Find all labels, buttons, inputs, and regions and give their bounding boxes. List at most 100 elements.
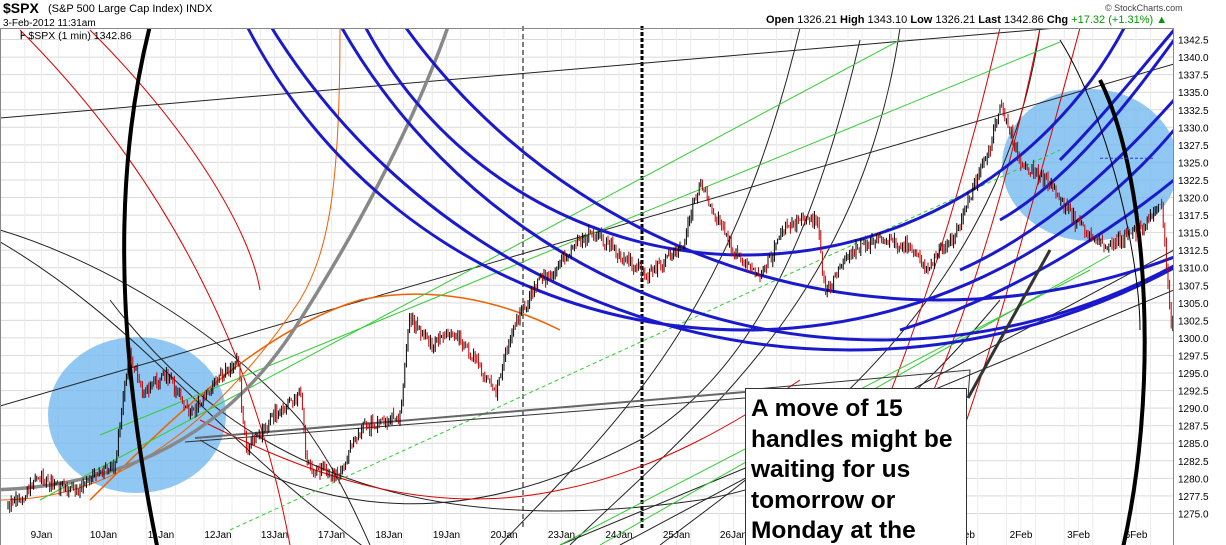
x-tick-label: 12Jan [204,530,231,541]
up-arrow-icon: ▲ [1156,14,1168,26]
y-tick-label: 1325.0 [1178,158,1209,169]
black-thick-arc-right [1098,79,1147,545]
x-tick-label: 13Jan [261,530,288,541]
series-legend: ⊦ $SPX (1 min) 1342.86 [20,30,132,42]
black-arc-left [0,241,362,545]
exchange-label: INDX [186,3,213,15]
x-tick-label: 23Jan [548,530,575,541]
black-arc-left-2 [0,229,371,545]
blue-arc-2 [246,28,1174,332]
trendline-top [0,28,1063,119]
x-tick-label: 24Jan [605,530,632,541]
trendline-channel-top [0,63,1174,407]
red-arc-left-2 [89,29,261,291]
callout-pointer-1 [966,249,1052,399]
y-tick-label: 1332.5 [1178,106,1209,117]
y-tick-label: 1290.0 [1178,404,1209,415]
y-tick-label: 1300.0 [1178,334,1209,345]
open-value: 1326.21 [797,14,837,26]
chg-value: +17.32 (+1.31%) [1071,14,1154,26]
x-tick-label: 20Jan [490,530,517,541]
blue-arc-rise-4 [1058,29,1174,162]
y-tick-label: 1305.0 [1178,299,1209,310]
y-tick-label: 1315.0 [1178,229,1209,240]
y-tick-label: 1295.0 [1178,369,1209,380]
x-tick-label: 9Jan [31,530,53,541]
y-tick-label: 1320.0 [1178,194,1209,205]
blue-arc-3 [340,28,1174,342]
y-tick-label: 1310.0 [1178,264,1209,275]
y-tick-label: 1307.5 [1178,281,1209,292]
low-value: 1326.21 [935,14,976,26]
x-tick-label: 2Feb [1010,530,1033,541]
green-channel-3 [229,149,1061,531]
callout-pointer-2 [744,369,971,399]
y-tick-label: 1275.0 [1178,509,1209,520]
plot-frame [0,28,1174,545]
y-axis: 1342.5 1340.0 1337.5 1335.0 1332.5 1330.0 1327… [1178,36,1209,521]
y-tick-label: 1280.0 [1178,474,1209,485]
blue-arc-rise-2 [959,98,1174,272]
blue-arc-1 [364,28,1126,257]
x-tick-label: 6Feb [1125,530,1148,541]
y-tick-label: 1277.5 [1178,492,1209,503]
y-tick-label: 1327.5 [1178,141,1209,152]
blue-arc-rise-3 [999,39,1174,222]
y-tick-label: 1282.5 [1178,457,1209,468]
orange-arc-mid [89,293,561,501]
callout-line-1 [194,391,746,439]
price-candles [7,99,1174,513]
high-value: 1343.10 [867,14,908,26]
y-tick-label: 1302.5 [1178,316,1209,327]
blue-arc-5 [404,28,1174,302]
x-tick-label: 19Jan [433,530,460,541]
black-thick-arc-left [122,28,159,545]
y-tick-label: 1340.0 [1178,53,1209,64]
black-arc-rise [569,28,901,545]
open-label: Open [766,14,795,26]
legend-interval: (1 min) [58,30,91,42]
x-tick-label: 26Jan [720,530,747,541]
orange-arc-left [0,28,341,501]
red-arc-bottom [199,379,801,500]
y-tick-label: 1337.5 [1178,71,1209,82]
y-tick-label: 1297.5 [1178,351,1209,362]
y-tick-label: 1285.0 [1178,439,1209,450]
symbol-title: $SPX [3,0,39,16]
y-tick-label: 1312.5 [1178,246,1209,257]
highlight-ellipse-right [1002,89,1174,241]
high-label: High [840,14,865,26]
black-arc-rise-3 [499,28,801,545]
brand-watermark: © StockCharts.com [1105,3,1183,13]
black-arc-bottom [199,39,861,505]
index-name-text: (S&P 500 Large Cap Index) [48,3,183,15]
legend-symbol: $SPX [28,30,56,42]
x-tick-label: 18Jan [375,530,402,541]
x-tick-label: 11Jan [148,530,175,541]
last-label: Last [978,14,1001,26]
x-tick-label: 10Jan [90,530,117,541]
marker-lines [522,26,644,528]
blue-arc-4 [270,28,1174,352]
red-arc-left [19,29,291,545]
index-name: (S&P 500 Large Cap Index) INDX [48,3,212,15]
callout-line-2 [184,397,746,443]
x-tick-label: 3Feb [1067,530,1090,541]
annotation-callout: A move of 15 handles might be waiting fo… [745,388,967,545]
blue-arc-rise-1 [899,178,1174,332]
y-tick-label: 1342.5 [1178,36,1209,47]
low-label: Low [910,14,933,26]
black-thin-arc-right [1059,39,1141,331]
ohlc-readout: Open 1326.21 High 1343.10 Low 1326.21 La… [766,14,1167,26]
y-tick-label: 1317.5 [1178,211,1209,222]
x-axis: 9Jan 10Jan 11Jan 12Jan 13Jan 17Jan 18Jan 19Jan 2… [31,530,1148,541]
y-tick-label: 1335.0 [1178,88,1209,99]
callout-pointers [744,249,1052,399]
y-tick-label: 1322.5 [1178,176,1209,187]
green-channel-2 [99,41,1061,436]
candle-legend-icon: ⊦ [20,30,26,42]
y-tick-label: 1292.5 [1178,387,1209,398]
